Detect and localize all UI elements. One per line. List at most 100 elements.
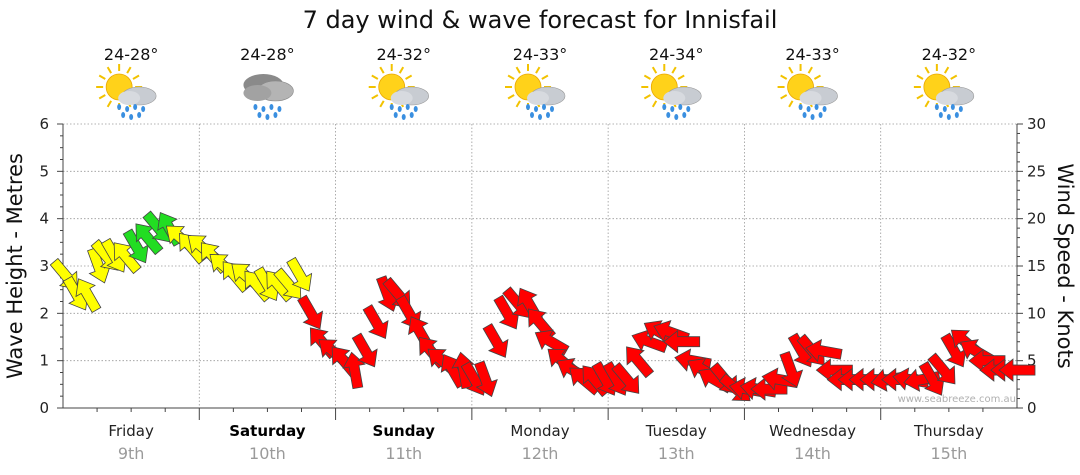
temp-label: 24-33° bbox=[785, 45, 840, 64]
rain-drop bbox=[670, 106, 675, 112]
rain-drop bbox=[802, 112, 807, 118]
partly-cloudy-rain-icon bbox=[505, 64, 566, 120]
wind-arrow bbox=[940, 332, 967, 368]
sun-ray bbox=[379, 100, 385, 108]
wind-arrow bbox=[927, 352, 956, 385]
cloud-shape bbox=[799, 91, 822, 105]
sun-ray bbox=[813, 74, 821, 80]
wind-arrow bbox=[113, 242, 142, 275]
weather-icons bbox=[96, 64, 975, 120]
day-name: Wednesday bbox=[769, 422, 856, 440]
sun-ray bbox=[379, 66, 385, 74]
partly-cloudy-rain-icon bbox=[96, 64, 157, 120]
cloud-shape bbox=[663, 91, 686, 105]
rain-drop bbox=[534, 106, 538, 112]
temp-label: 24-28° bbox=[240, 45, 295, 64]
rain-drop bbox=[538, 114, 542, 120]
y-tick-label: 0 bbox=[39, 399, 49, 417]
rain-drop bbox=[682, 112, 687, 118]
rain-drop bbox=[806, 106, 811, 112]
y2-tick-label: 30 bbox=[1027, 115, 1046, 133]
rain-drop bbox=[542, 104, 546, 110]
wind-arrow bbox=[122, 228, 149, 264]
day-date: 15th bbox=[930, 444, 967, 463]
cloud-shape bbox=[935, 91, 958, 105]
day-date: 10th bbox=[249, 444, 286, 463]
sun-ray bbox=[924, 100, 930, 108]
rain-drop bbox=[818, 112, 823, 118]
sun-ray bbox=[677, 74, 685, 80]
wind-arrow bbox=[805, 338, 843, 363]
rain-drop bbox=[389, 104, 394, 110]
wind-arrow bbox=[362, 304, 389, 339]
day-date: 11th bbox=[385, 444, 422, 463]
rain-drop bbox=[686, 106, 691, 112]
sun-ray bbox=[943, 66, 950, 74]
sun-ray bbox=[98, 94, 106, 100]
temp-label: 24-28° bbox=[104, 45, 159, 64]
sun-ray bbox=[535, 66, 541, 74]
sun-ray bbox=[643, 74, 651, 80]
day-name: Saturday bbox=[229, 422, 306, 440]
wind-arrow bbox=[75, 278, 102, 314]
wind-arrow bbox=[534, 329, 570, 356]
y-tick-label: 5 bbox=[39, 162, 49, 180]
sun-ray bbox=[515, 66, 521, 74]
rain-drop bbox=[133, 104, 138, 110]
rain-drop bbox=[954, 112, 959, 118]
sun-ray bbox=[398, 66, 405, 74]
rain-drop bbox=[666, 112, 671, 118]
chart-title: 7 day wind & wave forecast for Innisfail bbox=[303, 6, 778, 34]
partly-cloudy-rain-icon bbox=[913, 64, 975, 120]
partly-cloudy-rain-icon bbox=[368, 64, 430, 120]
left-axis-ticks: 0 1 2 3 4 5 6 bbox=[39, 115, 63, 417]
rain-drop bbox=[269, 104, 274, 110]
rain-drop bbox=[798, 104, 803, 110]
rain-drop bbox=[261, 106, 266, 112]
grid-lines bbox=[63, 123, 1017, 408]
y2-tick-label: 5 bbox=[1027, 352, 1037, 370]
wind-arrow bbox=[297, 294, 324, 330]
cloud-shape bbox=[118, 91, 141, 105]
sun-ray bbox=[924, 66, 930, 74]
wind-arrow bbox=[342, 351, 366, 390]
sun-ray bbox=[916, 94, 924, 100]
y2-tick-label: 20 bbox=[1027, 210, 1046, 228]
sun-ray bbox=[371, 94, 379, 100]
day-name: Tuesday bbox=[645, 422, 707, 440]
sun-ray bbox=[371, 74, 379, 80]
rain-drop bbox=[546, 112, 550, 118]
rain-drop bbox=[125, 106, 130, 112]
sun-ray bbox=[126, 66, 132, 74]
temperature-labels: 24-28° 24-28° 24-32° 24-33° 24-34° 24-33° 24-3… bbox=[104, 45, 976, 64]
partly-cloudy-rain-icon bbox=[641, 64, 702, 120]
right-axis-title: Wind Speed - Knots bbox=[1053, 163, 1077, 368]
sun-ray bbox=[950, 74, 958, 80]
wind-arrow bbox=[611, 362, 640, 394]
wind-arrow bbox=[968, 348, 1006, 373]
sun-ray bbox=[807, 66, 813, 74]
temp-label: 24-33° bbox=[513, 45, 568, 64]
wind-arrows bbox=[49, 210, 1036, 402]
cloud-shape bbox=[390, 91, 413, 105]
wind-arrow bbox=[286, 256, 313, 292]
rain-drop bbox=[934, 104, 939, 110]
rain-drop bbox=[946, 114, 951, 120]
rain-drop bbox=[265, 114, 270, 120]
sun-ray bbox=[780, 74, 788, 80]
sun-ray bbox=[541, 74, 549, 80]
rain-drop bbox=[550, 106, 554, 112]
day-name: Friday bbox=[108, 422, 154, 440]
sun-ray bbox=[98, 74, 106, 80]
rain-drop bbox=[958, 106, 963, 112]
cloud-shape bbox=[527, 91, 549, 105]
day-name: Thursday bbox=[913, 422, 984, 440]
wind-arrow bbox=[815, 358, 853, 382]
rain-drop bbox=[121, 112, 126, 118]
rain-drop bbox=[950, 104, 955, 110]
y-tick-label: 3 bbox=[39, 257, 49, 275]
y2-tick-label: 15 bbox=[1027, 257, 1046, 275]
sun-ray bbox=[106, 66, 113, 74]
rain-drop bbox=[277, 106, 282, 112]
